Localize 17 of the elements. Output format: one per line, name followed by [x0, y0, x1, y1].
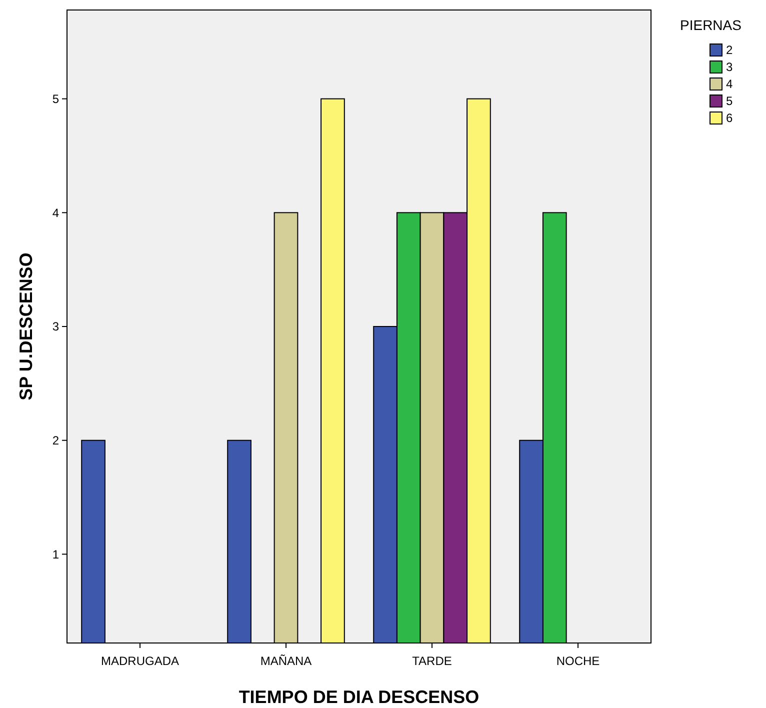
- x-tick-label: NOCHE: [556, 654, 600, 668]
- y-axis-title: SP U.DESCENSO: [16, 252, 36, 400]
- y-tick-label: 1: [52, 547, 60, 562]
- y-tick-label: 3: [52, 320, 60, 334]
- legend-label: 4: [726, 77, 733, 92]
- y-tick-label: 5: [52, 92, 60, 106]
- y-tick-label: 2: [52, 434, 60, 448]
- x-tick-label: MAÑANA: [260, 654, 312, 668]
- legend-label: 2: [726, 43, 733, 58]
- legend-label: 6: [726, 111, 733, 126]
- y-tick-label: 4: [52, 206, 60, 220]
- x-tick-label: TARDE: [412, 654, 452, 668]
- legend-label: 3: [726, 60, 733, 74]
- legend-title: PIERNAS: [680, 17, 742, 33]
- x-tick-label: MADRUGADA: [100, 654, 180, 668]
- x-axis-title: TIEMPO DE DIA DESCENSO: [238, 687, 480, 707]
- legend-label: 5: [726, 94, 733, 108]
